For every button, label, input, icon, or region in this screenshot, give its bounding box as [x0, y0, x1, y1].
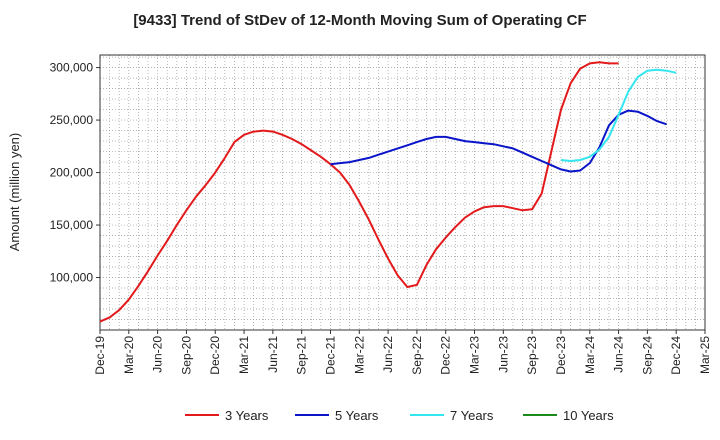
x-tick-label: Jun-21: [266, 336, 280, 373]
y-tick-label: 100,000: [50, 271, 94, 285]
x-tick-label: Mar-20: [122, 336, 136, 374]
series-line-5-years: [330, 109, 667, 173]
series-line-3-years: [99, 61, 619, 323]
legend-label: 7 Years: [450, 408, 494, 423]
y-axis: 100,000 150,000 200,000 250,000 300,000: [50, 61, 100, 285]
chart-title: [9433] Trend of StDev of 12-Month Moving…: [133, 12, 587, 29]
x-tick-label: Sep-20: [179, 336, 193, 375]
legend-label: 5 Years: [335, 408, 379, 423]
x-tick-label: Mar-21: [237, 336, 251, 374]
x-tick-label: Jun-22: [381, 336, 395, 373]
x-tick-label: Sep-23: [525, 336, 539, 375]
x-tick-label: Mar-25: [698, 336, 712, 374]
y-tick-label: 200,000: [50, 166, 94, 180]
plot-frame: [99, 54, 706, 331]
x-tick-label: Sep-21: [295, 336, 309, 375]
x-tick-label: Mar-23: [468, 336, 482, 374]
grid-layer: [100, 55, 705, 330]
x-tick-label: Jun-20: [151, 336, 165, 373]
x-axis: Dec-19 Mar-20 Jun-20 Sep-20 Dec-20 Mar-21 Jun-…: [93, 330, 712, 375]
x-tick-label: Dec-22: [439, 336, 453, 375]
y-tick-label: 300,000: [50, 61, 94, 75]
x-tick-label: Dec-23: [554, 336, 568, 375]
x-tick-label: Mar-24: [583, 336, 597, 374]
legend-label: 3 Years: [225, 408, 269, 423]
x-tick-label: Sep-22: [410, 336, 424, 375]
series-layer: [99, 61, 677, 323]
x-tick-label: Dec-21: [323, 336, 337, 375]
x-tick-label: Sep-24: [640, 336, 654, 375]
y-axis-title: Amount (million yen): [7, 133, 22, 252]
x-tick-label: Dec-20: [208, 336, 222, 375]
x-tick-label: Jun-23: [496, 336, 510, 373]
x-tick-label: Dec-19: [93, 336, 107, 375]
x-tick-label: Jun-24: [612, 336, 626, 373]
legend: 3 Years 5 Years 7 Years 10 Years: [185, 408, 614, 423]
legend-label: 10 Years: [563, 408, 614, 423]
x-tick-label: Mar-22: [352, 336, 366, 374]
y-tick-label: 250,000: [50, 113, 94, 127]
series-line-7-years: [560, 68, 677, 162]
x-tick-label: Dec-24: [669, 336, 683, 375]
y-tick-label: 150,000: [50, 218, 94, 232]
